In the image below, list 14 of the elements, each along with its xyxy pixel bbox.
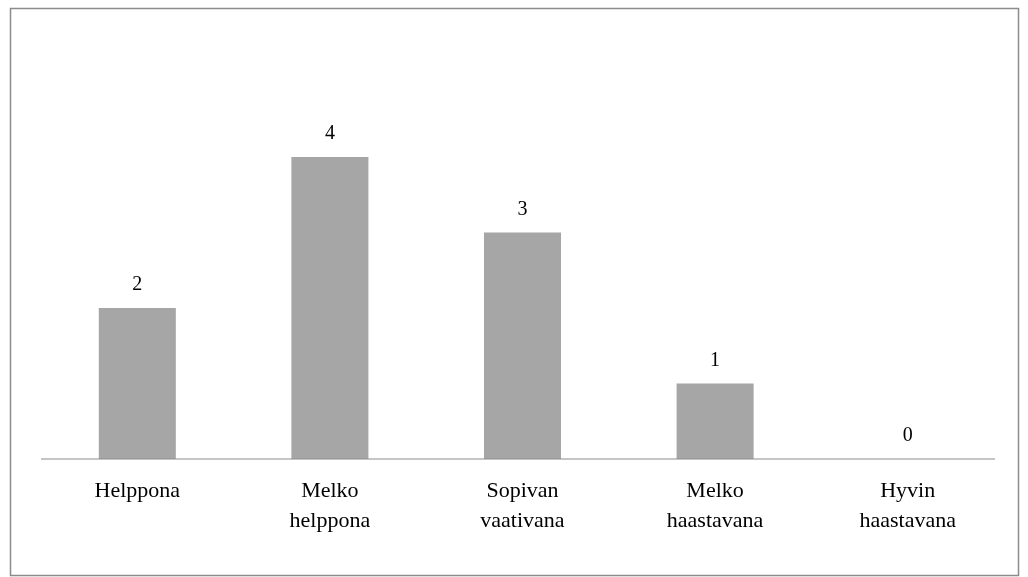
x-tick-label: Melko helppona bbox=[289, 477, 371, 532]
bar bbox=[98, 308, 176, 459]
x-tick-label: Sopivan vaativana bbox=[480, 477, 565, 532]
data-label: 3 bbox=[517, 196, 528, 219]
bar bbox=[676, 383, 754, 459]
data-label: 0 bbox=[902, 423, 913, 445]
x-tick-label: Hyvin haastavana bbox=[859, 477, 957, 532]
data-label: 2 bbox=[132, 272, 143, 294]
x-tick-label: Melko haastavana bbox=[666, 477, 764, 532]
data-label: 4 bbox=[324, 121, 335, 143]
bar bbox=[483, 232, 562, 459]
x-tick-label: Helppona bbox=[94, 477, 181, 502]
data-label: 1 bbox=[710, 347, 721, 370]
bar bbox=[291, 157, 369, 459]
